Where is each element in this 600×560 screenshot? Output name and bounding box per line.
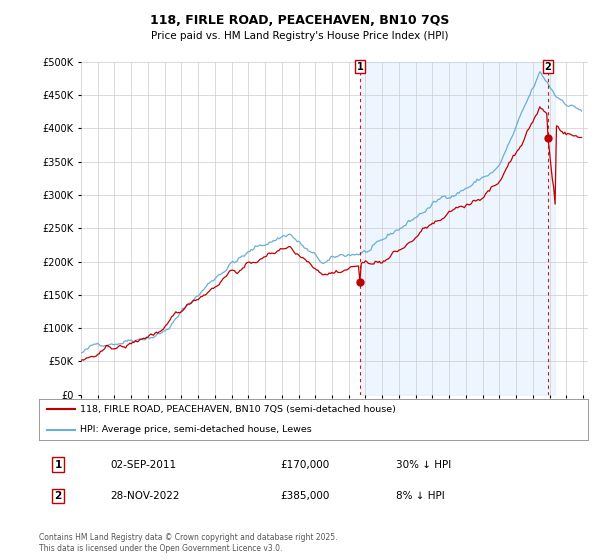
Text: 118, FIRLE ROAD, PEACEHAVEN, BN10 7QS (semi-detached house): 118, FIRLE ROAD, PEACEHAVEN, BN10 7QS (s… [80,405,396,414]
Text: Price paid vs. HM Land Registry's House Price Index (HPI): Price paid vs. HM Land Registry's House … [151,31,449,41]
Text: 1: 1 [55,460,62,469]
Text: 30% ↓ HPI: 30% ↓ HPI [396,460,451,469]
Text: HPI: Average price, semi-detached house, Lewes: HPI: Average price, semi-detached house,… [80,425,312,434]
Text: 02-SEP-2011: 02-SEP-2011 [110,460,176,469]
Text: 28-NOV-2022: 28-NOV-2022 [110,491,180,501]
Text: 8% ↓ HPI: 8% ↓ HPI [396,491,445,501]
Text: 118, FIRLE ROAD, PEACEHAVEN, BN10 7QS: 118, FIRLE ROAD, PEACEHAVEN, BN10 7QS [151,14,449,27]
Text: Contains HM Land Registry data © Crown copyright and database right 2025.
This d: Contains HM Land Registry data © Crown c… [39,533,337,553]
Text: £385,000: £385,000 [281,491,330,501]
Text: 2: 2 [55,491,62,501]
Text: £170,000: £170,000 [281,460,330,469]
Text: 2: 2 [545,62,551,72]
Text: 1: 1 [356,62,364,72]
